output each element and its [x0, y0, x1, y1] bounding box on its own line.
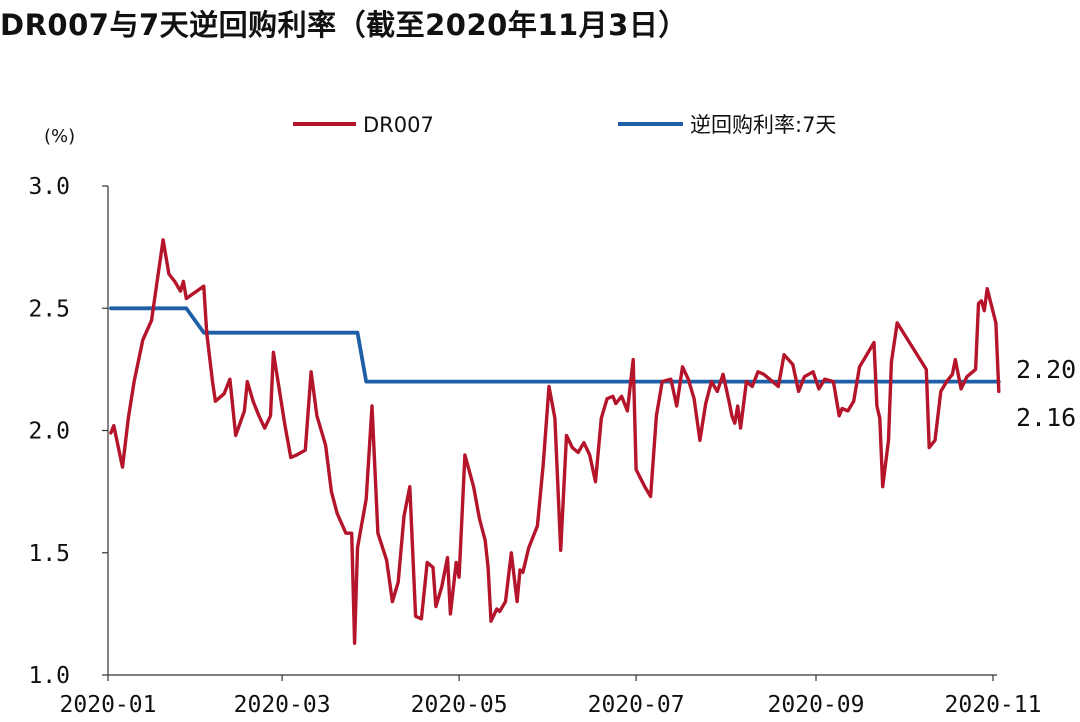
y-tick-label: 1.0	[28, 663, 70, 689]
x-tick-label: 2020-01	[60, 692, 157, 718]
y-tick-label: 2.5	[28, 296, 70, 322]
axes: 1.0 1.5 2.0 2.5 3.0 2020-01 2020-03 2020-05 2020…	[28, 174, 1041, 718]
series-line-dr007	[109, 238, 1001, 645]
x-tick-label: 2020-11	[945, 692, 1042, 718]
y-tick-label: 1.5	[28, 541, 70, 567]
x-tick-label: 2020-09	[768, 692, 865, 718]
end-value-label: 2.16	[1016, 403, 1076, 432]
y-axis-unit: (%)	[44, 126, 75, 147]
end-labels: 2.20 2.16	[1016, 355, 1076, 432]
y-tick-label: 2.0	[28, 419, 70, 445]
legend: DR007 逆回购利率:7天	[293, 113, 836, 137]
x-tick-label: 2020-05	[411, 692, 508, 718]
x-tick-label: 2020-03	[234, 692, 331, 718]
y-tick-label: 3.0	[28, 174, 70, 200]
end-value-label: 2.20	[1016, 355, 1076, 384]
series-line-reverse-repo-7d	[109, 306, 1001, 384]
legend-label: 逆回购利率:7天	[690, 113, 836, 137]
chart-title: DR007与7天逆回购利率（截至2020年11月3日）	[0, 8, 688, 42]
series-layer	[109, 238, 1001, 645]
x-tick-label: 2020-07	[588, 692, 685, 718]
legend-label: DR007	[363, 113, 434, 137]
